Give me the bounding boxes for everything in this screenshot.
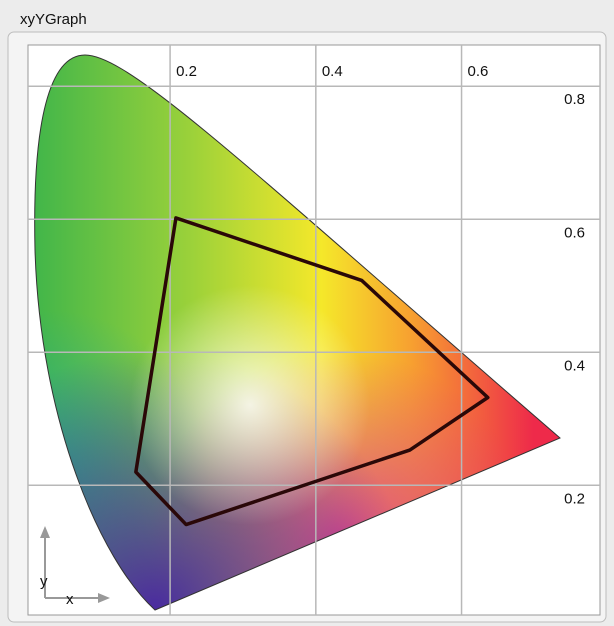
- grid: [28, 45, 600, 615]
- x-axis-label: x: [66, 591, 74, 608]
- axis-icon: [40, 526, 110, 603]
- x-tick-label: 0.6: [468, 63, 489, 80]
- x-tick-label: 0.4: [322, 63, 343, 80]
- gamut-line: [134, 216, 490, 527]
- panel-title: xyYGraph: [20, 11, 87, 28]
- spectral-locus: [34, 54, 561, 611]
- y-tick-label: 0.8: [564, 91, 585, 108]
- y-axis-label: y: [40, 573, 48, 590]
- y-tick-label: 0.2: [564, 490, 585, 507]
- y-tick-label: 0.6: [564, 224, 585, 241]
- y-tick-label: 0.4: [564, 357, 585, 374]
- x-tick-label: 0.2: [176, 63, 197, 80]
